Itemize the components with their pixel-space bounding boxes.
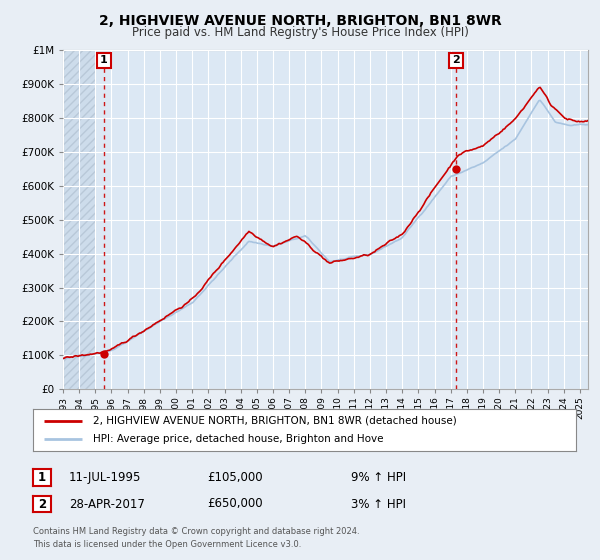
- Text: 1: 1: [38, 471, 46, 484]
- Text: 9% ↑ HPI: 9% ↑ HPI: [351, 471, 406, 484]
- Text: 2: 2: [452, 55, 460, 66]
- Text: 28-APR-2017: 28-APR-2017: [69, 497, 145, 511]
- Text: HPI: Average price, detached house, Brighton and Hove: HPI: Average price, detached house, Brig…: [93, 434, 383, 444]
- Text: £105,000: £105,000: [207, 471, 263, 484]
- Text: This data is licensed under the Open Government Licence v3.0.: This data is licensed under the Open Gov…: [33, 540, 301, 549]
- Text: 2: 2: [38, 497, 46, 511]
- Text: £650,000: £650,000: [207, 497, 263, 511]
- Bar: [63, 50, 95, 389]
- Text: 2, HIGHVIEW AVENUE NORTH, BRIGHTON, BN1 8WR: 2, HIGHVIEW AVENUE NORTH, BRIGHTON, BN1 …: [98, 14, 502, 28]
- Text: 11-JUL-1995: 11-JUL-1995: [69, 471, 142, 484]
- Text: 2, HIGHVIEW AVENUE NORTH, BRIGHTON, BN1 8WR (detached house): 2, HIGHVIEW AVENUE NORTH, BRIGHTON, BN1 …: [93, 416, 457, 426]
- Text: Contains HM Land Registry data © Crown copyright and database right 2024.: Contains HM Land Registry data © Crown c…: [33, 528, 359, 536]
- Text: 3% ↑ HPI: 3% ↑ HPI: [351, 497, 406, 511]
- Text: 1: 1: [100, 55, 108, 66]
- Text: Price paid vs. HM Land Registry's House Price Index (HPI): Price paid vs. HM Land Registry's House …: [131, 26, 469, 39]
